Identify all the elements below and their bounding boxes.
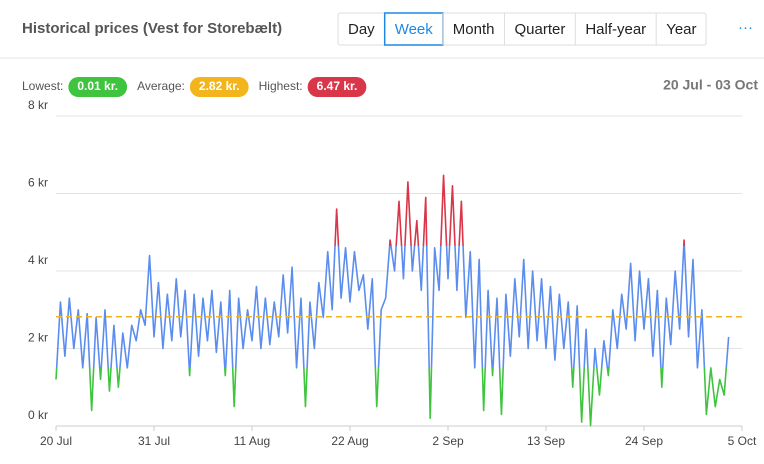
stat-pill (189, 77, 249, 97)
menu-button[interactable]: ··· (738, 19, 753, 36)
x-tick-label: 2 Sep (432, 434, 464, 448)
date-range: 20 Jul - 03 Oct (663, 77, 758, 93)
tab-label[interactable]: Month (453, 21, 495, 38)
tab-label[interactable]: Quarter (514, 21, 565, 38)
y-tick-label: 2 kr (28, 331, 48, 345)
x-tick-label: 22 Aug (331, 434, 368, 448)
x-tick-label: 31 Jul (138, 434, 170, 448)
x-tick-label: 24 Sep (625, 434, 663, 448)
x-tick-label: 5 Oct (728, 434, 757, 448)
stat-value: 2.82 kr. (199, 79, 240, 93)
stat-label: Average: (137, 79, 185, 93)
x-tick-label: 11 Aug (234, 434, 270, 448)
widget-title: Historical prices (Vest for Storebælt) (22, 20, 282, 37)
tab-label[interactable]: Day (348, 21, 375, 38)
stat-label: Highest: (259, 79, 303, 93)
x-tick-label: 13 Sep (527, 434, 565, 448)
y-tick-label: 0 kr (28, 408, 48, 422)
x-tick-label: 20 Jul (40, 434, 72, 448)
y-tick-label: 6 kr (28, 176, 48, 190)
stat-value: 0.01 kr. (77, 79, 118, 93)
y-tick-label: 4 kr (28, 253, 48, 267)
tab-label[interactable]: Week (395, 21, 434, 38)
y-tick-label: 8 kr (28, 98, 48, 112)
price-line (55, 174, 730, 427)
tab-label[interactable]: Year (666, 21, 696, 38)
stat-pill (68, 77, 128, 97)
stat-value: 6.47 kr. (317, 79, 358, 93)
tab-bar (337, 12, 707, 46)
stat-pill (307, 77, 367, 97)
stat-label: Lowest: (22, 79, 63, 93)
tab-label[interactable]: Half-year (585, 21, 646, 38)
